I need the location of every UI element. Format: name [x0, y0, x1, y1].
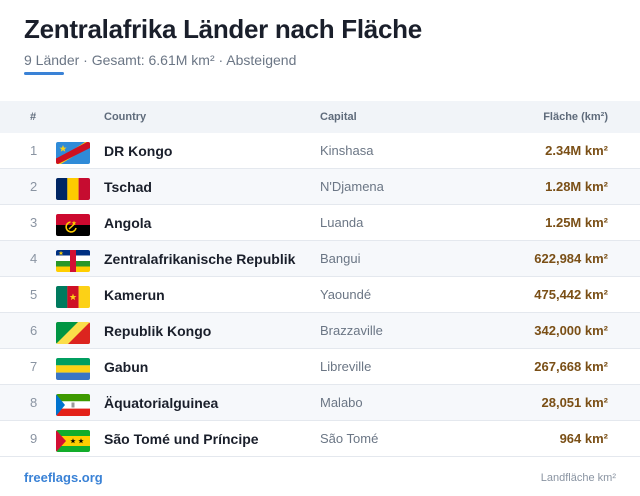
row-capital: Yaoundé [320, 287, 372, 302]
column-header-area: Fläche (km²) [543, 111, 608, 123]
row-country: Tschad [104, 178, 152, 195]
row-country: São Tomé und Príncipe [104, 430, 259, 447]
row-area: 1.28M km² [545, 179, 608, 194]
row-area: 1.25M km² [545, 215, 608, 230]
accent-bar [24, 72, 64, 75]
row-area: 28,051 km² [541, 395, 609, 410]
row-country: DR Kongo [104, 142, 173, 159]
row-capital: Libreville [320, 359, 372, 374]
flag-chad-icon [56, 177, 90, 200]
flag-sao-tome-icon [56, 429, 90, 452]
table-row: 6 Republik Kongo Brazzaville 342,000 km² [0, 313, 640, 349]
table-row: 3 Angola Luanda 1.25M km² [0, 205, 640, 241]
table-row: 2 Tschad N'Djamena 1.28M km² [0, 169, 640, 205]
row-capital: Kinshasa [320, 143, 374, 158]
row-rank: 7 [30, 359, 38, 374]
column-header-rank: # [30, 111, 37, 123]
page-subtitle: 9 Länder · Gesamt: 6.61M km² · Absteigen… [24, 52, 297, 68]
table-row: 1 DR Kongo Kinshasa 2.34M km² [0, 133, 640, 169]
footer: freeflags.org Landfläche km² [24, 470, 616, 485]
row-country: Republik Kongo [104, 322, 212, 339]
column-header-country: Country [104, 111, 147, 123]
row-capital: Malabo [320, 395, 363, 410]
row-area: 964 km² [559, 431, 608, 446]
row-area: 475,442 km² [534, 287, 608, 302]
row-capital: São Tomé [320, 431, 379, 446]
flag-cameroon-icon [56, 285, 90, 308]
table-row: 4 Zentralafrikanische Republik Bangui 62… [0, 241, 640, 277]
row-rank: 6 [30, 323, 38, 338]
table-header: # Country Capital Fläche (km²) [0, 101, 640, 133]
row-country: Angola [104, 214, 152, 231]
row-rank: 5 [30, 287, 38, 302]
row-capital: Luanda [320, 215, 364, 230]
table-row: 9 São Tomé und Príncipe São Tomé 964 km² [0, 421, 640, 457]
row-area: 2.34M km² [545, 143, 608, 158]
country-table: # Country Capital Fläche (km²) 1 DR Kong… [0, 101, 640, 457]
row-rank: 8 [30, 395, 38, 410]
page-title: Zentralafrika Länder nach Fläche [24, 14, 422, 44]
flag-republic-congo-icon [56, 321, 90, 344]
row-country: Kamerun [104, 286, 165, 303]
source-link[interactable]: freeflags.org [24, 470, 103, 485]
flag-angola-icon [56, 213, 90, 236]
row-rank: 3 [30, 215, 38, 230]
row-country: Zentralafrikanische Republik [104, 250, 296, 267]
row-country: Gabun [104, 358, 149, 375]
flag-gabon-icon [56, 357, 90, 380]
row-rank: 2 [30, 179, 38, 194]
header: Zentralafrika Länder nach Fläche 9 Lände… [24, 14, 616, 75]
row-rank: 9 [30, 431, 38, 446]
row-capital: N'Djamena [320, 179, 384, 194]
row-area: 342,000 km² [534, 323, 608, 338]
flag-dr-congo-icon [56, 141, 90, 164]
footer-note: Landfläche km² [540, 471, 616, 484]
row-capital: Bangui [320, 251, 361, 266]
flag-equatorial-guinea-icon [56, 393, 90, 416]
column-header-capital: Capital [320, 111, 357, 123]
row-area: 622,984 km² [534, 251, 608, 266]
row-capital: Brazzaville [320, 323, 383, 338]
table-row: 5 Kamerun Yaoundé 475,442 km² [0, 277, 640, 313]
row-rank: 1 [30, 143, 38, 158]
table-row: 8 Äquatorialguinea Malabo 28,051 km² [0, 385, 640, 421]
table-row: 7 Gabun Libreville 267,668 km² [0, 349, 640, 385]
row-country: Äquatorialguinea [104, 394, 219, 411]
row-area: 267,668 km² [534, 359, 608, 374]
column-header-flag [56, 106, 104, 128]
flag-central-african-republic-icon [56, 249, 90, 272]
row-rank: 4 [30, 251, 38, 266]
